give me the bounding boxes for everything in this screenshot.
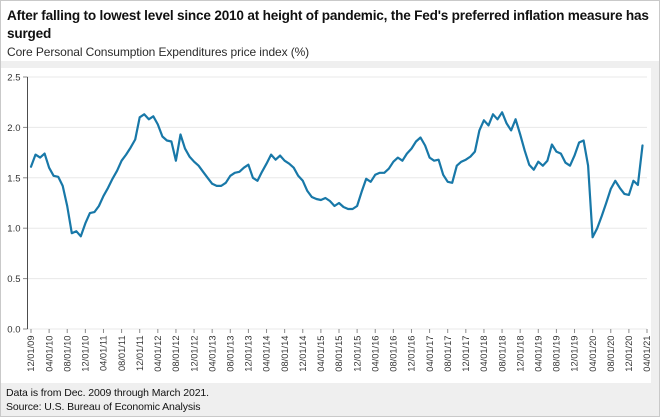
chart-footer: Data is from Dec. 2009 through March 202… <box>1 383 659 415</box>
svg-text:08/01/14: 08/01/14 <box>280 336 290 372</box>
svg-text:12/01/13: 12/01/13 <box>244 336 254 372</box>
svg-text:04/01/17: 04/01/17 <box>425 336 435 372</box>
svg-text:04/01/10: 04/01/10 <box>44 336 54 372</box>
svg-text:04/01/14: 04/01/14 <box>262 336 272 372</box>
svg-text:08/01/19: 08/01/19 <box>552 336 562 372</box>
svg-text:1.0: 1.0 <box>7 224 20 235</box>
svg-text:0.0: 0.0 <box>7 325 20 336</box>
svg-text:04/01/21: 04/01/21 <box>642 336 651 372</box>
svg-text:08/01/20: 08/01/20 <box>606 336 616 372</box>
svg-text:12/01/14: 12/01/14 <box>298 336 308 372</box>
svg-text:0.5: 0.5 <box>7 274 20 285</box>
svg-text:12/01/11: 12/01/11 <box>135 336 145 372</box>
svg-text:12/01/16: 12/01/16 <box>407 336 417 372</box>
svg-text:08/01/13: 08/01/13 <box>225 336 235 372</box>
svg-text:12/01/18: 12/01/18 <box>515 336 525 372</box>
svg-text:12/01/19: 12/01/19 <box>570 336 580 372</box>
svg-text:08/01/12: 08/01/12 <box>171 336 181 372</box>
chart-card: 0.0 0.5 1.0 1.5 2.0 2.5 12/01/09 04/01/10 08/01/… <box>1 68 652 383</box>
svg-text:2.0: 2.0 <box>7 123 20 134</box>
chart-header: After falling to lowest level since 2010… <box>1 1 659 61</box>
chart-title: After falling to lowest level since 2010… <box>7 8 649 41</box>
svg-text:08/01/10: 08/01/10 <box>62 336 72 372</box>
svg-text:04/01/11: 04/01/11 <box>99 336 109 372</box>
svg-text:12/01/10: 12/01/10 <box>81 336 91 372</box>
svg-text:12/01/09: 12/01/09 <box>26 336 36 372</box>
svg-text:04/01/16: 04/01/16 <box>370 336 380 372</box>
svg-text:04/01/15: 04/01/15 <box>316 336 326 372</box>
svg-text:12/01/17: 12/01/17 <box>461 336 471 372</box>
svg-text:08/01/17: 08/01/17 <box>443 336 453 372</box>
svg-text:1.5: 1.5 <box>7 173 20 184</box>
svg-text:12/01/12: 12/01/12 <box>189 336 199 372</box>
svg-text:08/01/15: 08/01/15 <box>334 336 344 372</box>
svg-text:12/01/15: 12/01/15 <box>352 336 362 372</box>
svg-text:2.5: 2.5 <box>7 73 20 84</box>
svg-text:08/01/18: 08/01/18 <box>497 335 507 371</box>
svg-text:04/01/19: 04/01/19 <box>533 336 543 372</box>
footer-data-note: Data is from Dec. 2009 through March 202… <box>6 387 209 399</box>
svg-text:04/01/18: 04/01/18 <box>479 336 489 372</box>
core-pce-line-chart: 0.0 0.5 1.0 1.5 2.0 2.5 12/01/09 04/01/10 08/01/… <box>7 73 652 372</box>
svg-text:12/01/20: 12/01/20 <box>624 336 634 372</box>
svg-text:04/01/13: 04/01/13 <box>207 336 217 372</box>
footer-source-note: Source: U.S. Bureau of Economic Analysis <box>6 400 201 413</box>
svg-text:04/01/20: 04/01/20 <box>588 336 598 372</box>
svg-text:04/01/12: 04/01/12 <box>153 336 163 372</box>
header-divider <box>1 61 659 68</box>
svg-text:08/01/11: 08/01/11 <box>117 336 127 372</box>
svg-text:08/01/16: 08/01/16 <box>389 336 399 372</box>
chart-subtitle: Core Personal Consumption Expenditures p… <box>7 45 310 60</box>
